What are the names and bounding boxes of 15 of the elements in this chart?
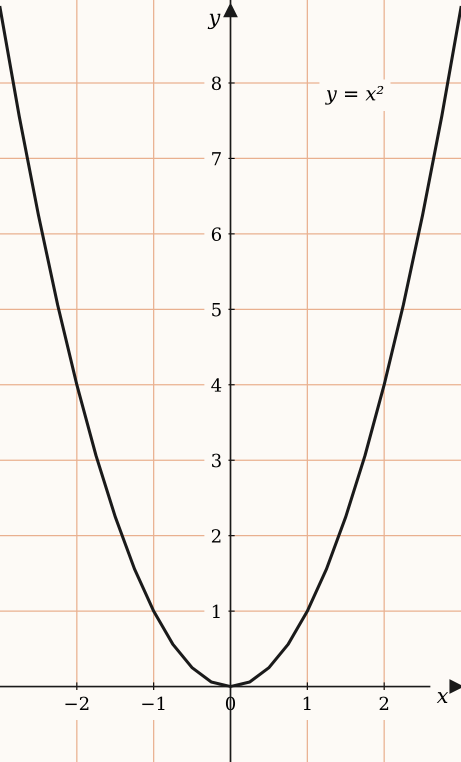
y-tick-label: 5 (212, 303, 221, 316)
y-axis-title: y (208, 14, 220, 30)
y-tick-label: 3 (212, 454, 221, 468)
y-tick-label: 4 (211, 378, 222, 392)
y-tick-label: 2 (212, 529, 220, 543)
x-tick-label: −1 (142, 696, 164, 710)
x-axis-title: x (436, 692, 448, 703)
x-tick-label: 1 (304, 696, 311, 710)
x-tick-label: −2 (65, 696, 88, 710)
annotation: y = x² (325, 86, 384, 105)
y-tick-label: 1 (212, 604, 220, 618)
x-tick-label: 2 (380, 696, 388, 710)
y-tick-label: 8 (212, 76, 221, 90)
y-tick-label: 6 (212, 227, 222, 241)
y-tick-label: 7 (212, 152, 221, 166)
